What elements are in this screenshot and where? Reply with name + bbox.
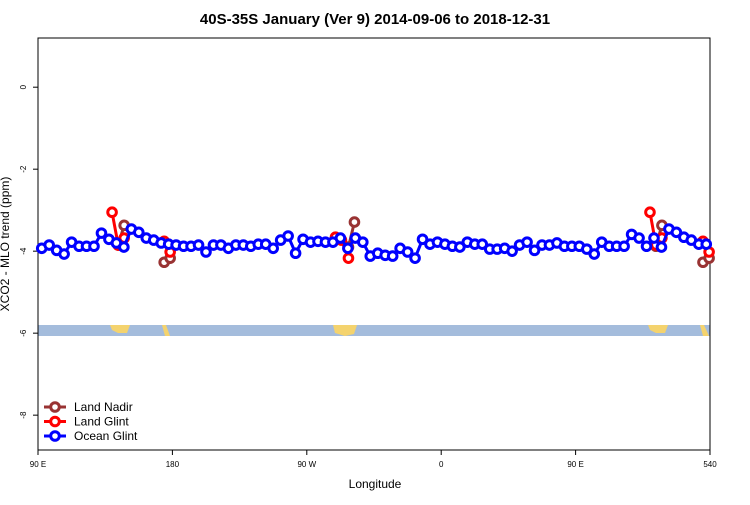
y-tick-label: -4 [19,247,28,255]
y-tick-label: -2 [19,165,28,173]
point [401,246,414,258]
point [334,232,347,244]
legend-marker [49,401,61,413]
point [476,238,489,251]
x-tick-label: 0 [439,460,444,469]
point [633,232,645,244]
x-tick-label: 540 [703,460,717,469]
point [409,252,421,264]
point [588,248,601,260]
point [133,226,145,239]
x-tick-label: 180 [166,460,180,469]
land-shape [333,325,357,336]
point [192,239,205,251]
point [581,243,593,255]
point [58,248,70,260]
point [528,244,541,257]
point [618,240,630,253]
x-axis-label: Longitude [349,477,402,491]
point [200,246,212,258]
point [267,242,280,255]
point [670,226,683,239]
point [289,247,302,260]
point [454,241,466,253]
point [357,236,369,248]
land-shape [162,325,170,336]
point [342,252,355,264]
legend-marker [49,430,61,442]
land-shape [110,325,130,333]
legend-marker [49,415,61,428]
x-tick-label: 90 E [567,460,583,469]
y-tick-label: 0 [19,84,28,89]
point [506,245,518,257]
chart-title: 40S-35S January (Ver 9) 2014-09-06 to 20… [200,11,550,28]
y-tick-label: -6 [19,329,28,337]
point [43,239,56,251]
point [386,250,399,262]
y-axis-label: XCO2 - MLO trend (ppm) [0,177,12,312]
legend-label: Land Glint [74,415,129,429]
point [118,241,130,253]
y-tick-label: -8 [19,411,28,419]
point [342,242,354,255]
ocean-strip [38,325,710,336]
point [416,233,429,246]
point [648,232,660,244]
point [348,216,361,228]
point [655,241,668,253]
point [700,238,713,251]
point [521,236,533,248]
x-tick-label: 90 W [297,460,316,469]
land-shape [648,325,668,333]
land-shape [700,325,709,336]
point [95,227,108,239]
point [88,240,100,253]
map-strip [38,325,710,336]
x-tick-label: 90 E [30,460,46,469]
point [644,206,656,219]
point [640,240,653,253]
legend-label: Ocean Glint [74,429,138,443]
legend-label: Land Nadir [74,400,133,414]
point [106,206,118,219]
point [282,230,294,242]
